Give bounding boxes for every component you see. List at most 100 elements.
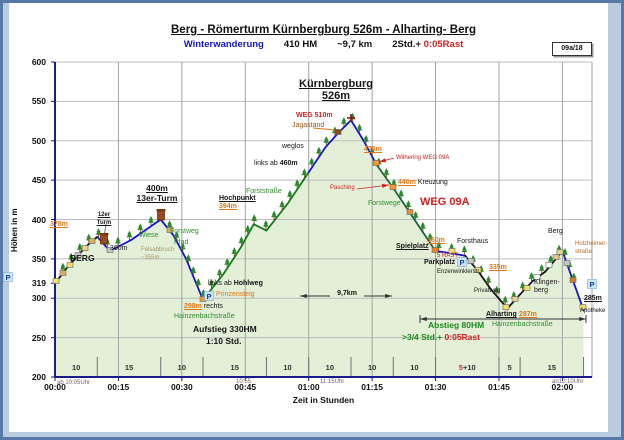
annotation-label: Forstwege bbox=[368, 200, 401, 207]
tree-icon bbox=[224, 258, 231, 268]
segment-minutes-label: 15 bbox=[547, 363, 556, 372]
waypoint-square bbox=[502, 304, 510, 310]
annotation-label: 9,7km bbox=[337, 290, 357, 297]
annotation-label: Wiese bbox=[139, 232, 159, 239]
tree-icon bbox=[356, 123, 363, 133]
x-tick-label: 00:45 bbox=[234, 382, 257, 392]
waypoint-square bbox=[406, 209, 414, 215]
svg-text:P: P bbox=[589, 280, 594, 289]
annotation-label: Enzenwinklerstr. bbox=[437, 269, 481, 275]
tree-icon bbox=[271, 210, 278, 220]
waypoint-square bbox=[389, 184, 397, 190]
tree-icon bbox=[435, 241, 442, 251]
segment-minutes-label: 10 bbox=[367, 363, 377, 372]
annotation-label: 360m bbox=[110, 245, 128, 252]
annotation-label: 1:10 Std. bbox=[206, 336, 242, 346]
segment-minutes-label: 10 bbox=[410, 363, 419, 372]
tree-icon bbox=[398, 189, 405, 199]
annotation-label: 298m rechts bbox=[184, 303, 223, 310]
segment-minutes-label: 5+10 bbox=[458, 363, 476, 372]
annotation-label: Klingen-berg bbox=[534, 279, 560, 294]
annotation-label: 400m 13er-Turm bbox=[136, 183, 178, 203]
tree-icon bbox=[238, 236, 245, 246]
svg-text:P: P bbox=[206, 292, 211, 301]
annotation-label: WEG 510m bbox=[296, 112, 333, 119]
annotation-label: Spielplatz bbox=[396, 243, 429, 250]
tree-icon bbox=[262, 220, 269, 230]
tree-icon bbox=[231, 247, 238, 257]
sheet-code-badge: 09a/18 bbox=[552, 42, 592, 56]
waypoint-square bbox=[334, 129, 342, 135]
walk-type-label: Winterwanderung bbox=[183, 39, 264, 50]
leader-arrows bbox=[103, 127, 587, 323]
y-tick-label: 500 bbox=[31, 135, 46, 146]
annotation-label: Aufstieg 330HM bbox=[193, 324, 257, 334]
annotation-label: 11:15Uhr bbox=[320, 379, 345, 385]
tree-icon bbox=[562, 248, 568, 258]
tower-icon bbox=[99, 233, 109, 245]
tree-icon bbox=[369, 146, 376, 156]
page-title: Berg - Römerturm Kürnbergburg 526m - Alh… bbox=[171, 24, 476, 36]
y-tick-label: 550 bbox=[31, 96, 46, 107]
annotation-label: BERG bbox=[70, 253, 95, 263]
waypoint-square bbox=[579, 304, 587, 310]
waypoint-square bbox=[523, 285, 531, 291]
waypoint-square bbox=[81, 245, 89, 251]
tree-icon bbox=[383, 168, 390, 178]
waypoint-square bbox=[467, 258, 475, 264]
waypoint-square bbox=[166, 227, 174, 233]
tree-icon bbox=[208, 278, 215, 288]
y-tick-label: 200 bbox=[31, 372, 46, 382]
tree-icon bbox=[76, 243, 83, 253]
annotation-label: 378m bbox=[50, 221, 68, 228]
tree-icon bbox=[412, 211, 419, 221]
annotation-label: Hochpunkt 394m bbox=[219, 195, 256, 210]
tree-icon bbox=[126, 230, 133, 240]
waypoint-square bbox=[431, 247, 439, 253]
y-tick-label: 400 bbox=[31, 214, 46, 225]
parking-icon: P bbox=[587, 279, 597, 289]
annotation-label: Apotheke bbox=[580, 308, 606, 314]
parking-icon: P bbox=[204, 291, 214, 301]
tree-icon bbox=[244, 224, 251, 235]
parking-icon: P bbox=[3, 272, 13, 282]
annotation-label: 287m bbox=[519, 311, 537, 318]
waypoint-square bbox=[74, 252, 82, 258]
waypoint-square bbox=[52, 278, 60, 284]
x-tick-label: 00:30 bbox=[170, 382, 193, 392]
tree-icon bbox=[427, 232, 434, 242]
parking-icon: P bbox=[457, 257, 467, 267]
waypoint-square bbox=[569, 277, 577, 283]
annotation-label: Privatweg bbox=[474, 288, 501, 294]
waypoint-square bbox=[511, 296, 519, 302]
y-tick-label: 450 bbox=[31, 175, 46, 186]
tree-icon bbox=[363, 135, 369, 145]
tree-icon bbox=[405, 200, 412, 210]
gridlines bbox=[55, 61, 593, 377]
x-tick-label: 00:15 bbox=[107, 382, 130, 392]
tree-icon bbox=[190, 266, 197, 276]
annotation-label: ab 10:05Uhr bbox=[57, 380, 91, 386]
annotation-label: Berg bbox=[548, 228, 563, 235]
annotation-label: Forsthaus bbox=[457, 238, 489, 245]
annotation-label: Forststraße bbox=[246, 188, 282, 195]
annotation-label: Felsabbruch ~355m bbox=[141, 247, 175, 261]
annotation-label: 12er Turm bbox=[96, 212, 112, 226]
duration-label: 2Std.+ 0:05Rast bbox=[392, 39, 464, 50]
segment-minutes-label: 10 bbox=[325, 363, 334, 372]
x-axis-title: Zeit in Stunden bbox=[292, 395, 355, 405]
tree-icon bbox=[538, 264, 545, 274]
annotation-label: Alharting bbox=[486, 311, 517, 318]
annotation-label: Pasching bbox=[330, 185, 355, 191]
annotation-label: 5 RAST bbox=[437, 253, 459, 259]
annotation-label: 285m bbox=[584, 295, 602, 302]
y-tick-label: 250 bbox=[31, 332, 46, 343]
waypoint-square bbox=[552, 254, 560, 260]
tree-icon bbox=[419, 221, 426, 232]
waypoint-square bbox=[545, 262, 553, 268]
tree-icon bbox=[315, 146, 322, 156]
subtitle-row: Winterwanderung 410 HM ~9,7 km 2Std.+ 0:… bbox=[55, 39, 592, 50]
rast-label: 0:05Rast bbox=[423, 39, 464, 50]
waypoint-square bbox=[448, 248, 456, 254]
annotation-label: links ab 460m bbox=[254, 160, 298, 167]
